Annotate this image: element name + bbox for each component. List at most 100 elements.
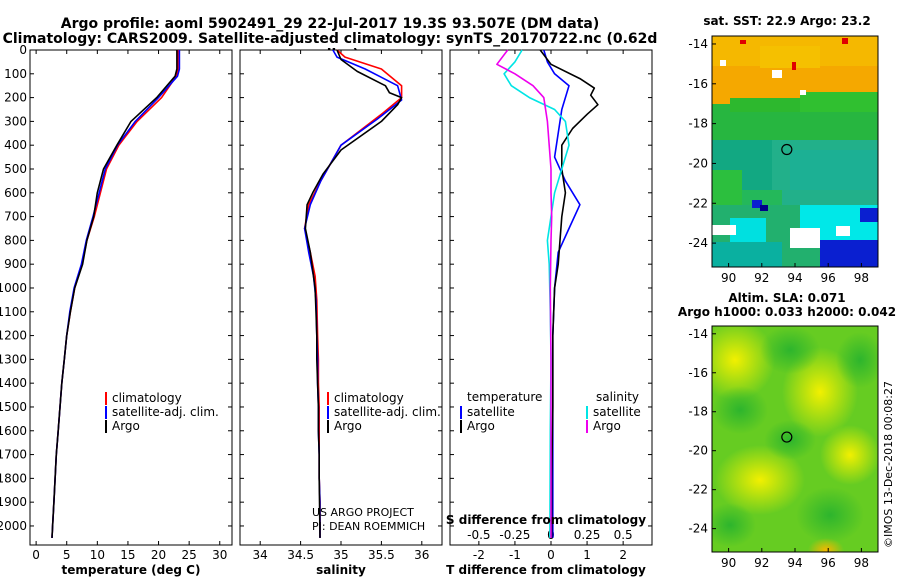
x-tick-label: 34 — [253, 548, 268, 562]
x-tick-label: 5 — [63, 548, 71, 562]
argo-position-marker — [781, 431, 793, 443]
legend-satellite-label: satellite-adj. clim. — [334, 405, 441, 419]
y-tick-label: 400 — [4, 138, 27, 152]
y-tick-label: 1000 — [0, 281, 27, 295]
argo-position-marker — [781, 143, 793, 156]
t-difference-xlabel: T difference from climatology — [446, 563, 646, 577]
map-y-tick-label: -20 — [688, 156, 708, 170]
y-tick-label: 0 — [19, 43, 27, 57]
legend-s-satellite-label: satellite — [593, 405, 641, 419]
credit-pi: PI: DEAN ROEMMICH — [312, 520, 425, 533]
map-y-tick-label: -22 — [688, 483, 708, 497]
y-tick-label: 700 — [4, 210, 27, 224]
temperature-legend: climatology satellite-adj. clim. Argo — [105, 391, 219, 433]
difference-legend: temperature satellite Argo salinity sate… — [460, 390, 641, 433]
x-tick-label: 34.5 — [287, 548, 314, 562]
legend-s-argo-label: Argo — [593, 419, 621, 433]
x-tick-label: 15 — [120, 548, 135, 562]
x-tick-label: 36 — [414, 548, 429, 562]
map-y-tick-label: -18 — [688, 405, 708, 419]
x-tick-label: 30 — [212, 548, 227, 562]
series-argo — [51, 50, 178, 538]
y-tick-label: 300 — [4, 114, 27, 128]
y-tick-label: 1300 — [0, 352, 27, 366]
sla-map-field — [712, 326, 878, 552]
salinity-legend: climatology satellite-adj. clim. Argo — [327, 391, 441, 433]
map-y-tick-label: -22 — [688, 196, 708, 210]
legend-climatology-label: climatology — [112, 391, 182, 405]
legend-temperature-title: temperature — [467, 390, 542, 404]
y-tick-label: 100 — [4, 67, 27, 81]
y-tick-label: 1700 — [0, 448, 27, 462]
y-tick-label: 1600 — [0, 424, 27, 438]
x-tick-label: 25 — [182, 548, 197, 562]
sst-map-field — [712, 36, 878, 267]
salinity-panel-frame — [239, 49, 443, 546]
map-y-tick-label: -18 — [688, 117, 708, 131]
map-x-tick-label: 96 — [821, 271, 836, 285]
legend-salinity-title: salinity — [596, 390, 639, 404]
y-tick-label: 1200 — [0, 329, 27, 343]
x-tick-label: 10 — [90, 548, 105, 562]
legend-argo-label: Argo — [334, 419, 362, 433]
sla-map-title-2: Argo h1000: 0.033 h2000: 0.042 — [678, 305, 896, 319]
temperature-panel-frame — [29, 49, 233, 546]
credit-project: US ARGO PROJECT — [312, 506, 414, 519]
salinity-credit: US ARGO PROJECT PI: DEAN ROEMMICH — [312, 506, 425, 533]
legend-t-argo-label: Argo — [467, 419, 495, 433]
map-x-tick-label: 98 — [854, 556, 869, 570]
y-tick-label: 800 — [4, 233, 27, 247]
y-tick-label: 2000 — [0, 519, 27, 533]
x-tick-label: 0 — [32, 548, 40, 562]
y-tick-label: 900 — [4, 257, 27, 271]
map-y-tick-label: -16 — [688, 77, 708, 91]
map-x-tick-label: 90 — [721, 271, 736, 285]
s-tick-label: -0.5 — [467, 528, 490, 542]
x-tick-label: 35.5 — [368, 548, 395, 562]
map-x-tick-label: 96 — [821, 556, 836, 570]
y-tick-label: 1400 — [0, 376, 27, 390]
map-y-tick-label: -20 — [688, 444, 708, 458]
s-difference-label: S difference from climatology — [446, 513, 646, 527]
series-s-argo — [496, 49, 553, 538]
x-tick-label: 35 — [333, 548, 348, 562]
sst-map-title: sat. SST: 22.9 Argo: 23.2 — [703, 14, 870, 28]
series-argo — [304, 49, 403, 538]
sla-map-title-1: Altim. SLA: 0.071 — [728, 291, 845, 305]
map-y-tick-label: -14 — [688, 327, 708, 341]
legend-satellite-label: satellite-adj. clim. — [112, 405, 219, 419]
salinity-xlabel: salinity — [316, 563, 366, 577]
map-y-tick-label: -16 — [688, 366, 708, 380]
map-y-tick-label: -24 — [688, 236, 708, 250]
y-tick-label: 600 — [4, 186, 27, 200]
y-tick-label: 1500 — [0, 400, 27, 414]
map-x-tick-label: 98 — [854, 271, 869, 285]
y-tick-label: 1100 — [0, 305, 27, 319]
y-tick-label: 1800 — [0, 471, 27, 485]
x-tick-label: 1 — [583, 548, 591, 562]
legend-t-satellite-label: satellite — [467, 405, 515, 419]
map-x-tick-label: 90 — [721, 556, 736, 570]
x-tick-label: -1 — [509, 548, 521, 562]
map-x-tick-label: 94 — [787, 556, 802, 570]
s-tick-label: 0.25 — [574, 528, 601, 542]
s-tick-label: -0.25 — [499, 528, 530, 542]
temperature-xlabel: temperature (deg C) — [62, 563, 201, 577]
y-tick-label: 500 — [4, 162, 27, 176]
y-tick-label: 1900 — [0, 495, 27, 509]
imos-timestamp: ©IMOS 13-Dec-2018 00:08:27 — [882, 381, 895, 548]
legend-argo-label: Argo — [112, 419, 140, 433]
y-tick-label: 200 — [4, 91, 27, 105]
map-x-tick-label: 94 — [787, 271, 802, 285]
x-tick-label: -2 — [473, 548, 485, 562]
x-tick-label: 2 — [619, 548, 627, 562]
map-y-tick-label: -24 — [688, 522, 708, 536]
map-x-tick-label: 92 — [754, 556, 769, 570]
header-line-1: Argo profile: aoml 5902491_29 22-Jul-201… — [60, 16, 600, 32]
legend-climatology-label: climatology — [334, 391, 404, 405]
map-x-tick-label: 92 — [754, 271, 769, 285]
s-tick-label: 0.5 — [614, 528, 633, 542]
x-tick-label: 0 — [547, 548, 555, 562]
map-y-tick-label: -14 — [688, 37, 708, 51]
